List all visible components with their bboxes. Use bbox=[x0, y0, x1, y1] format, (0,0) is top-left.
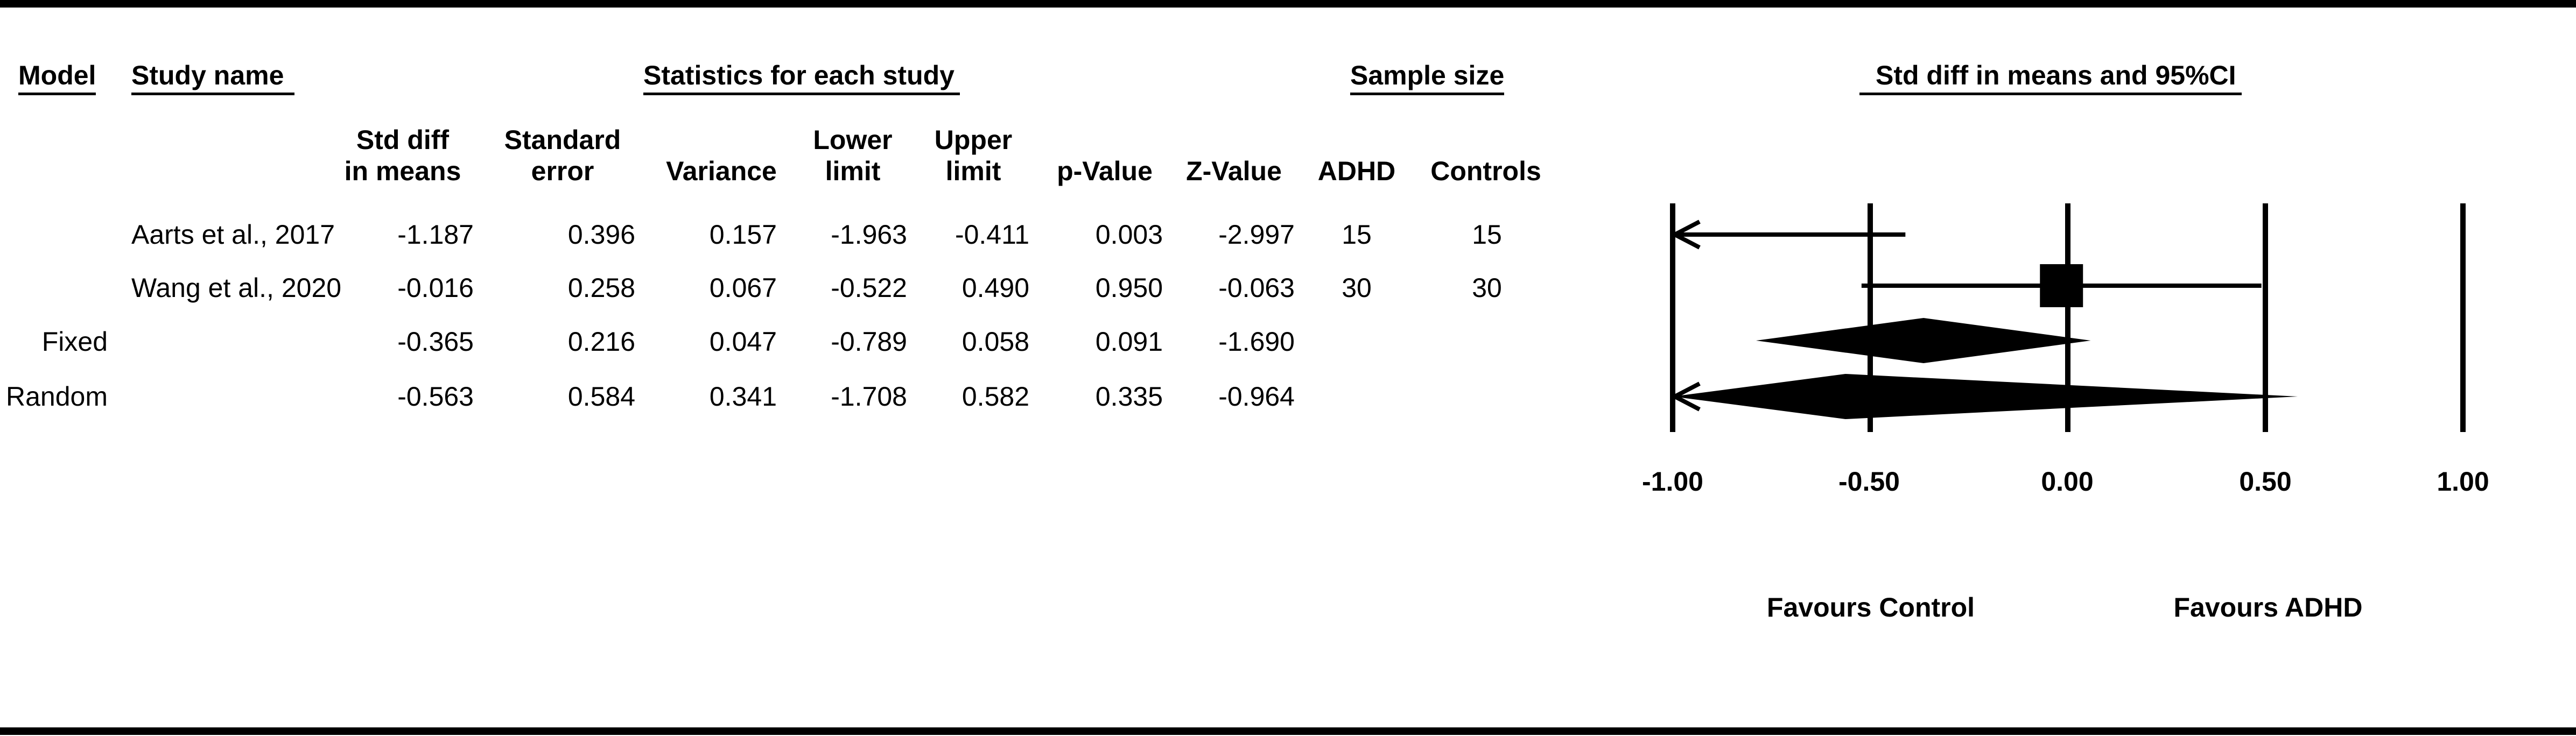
col-p-value: p-Value bbox=[1057, 156, 1153, 186]
cell-adhd: 30 bbox=[1342, 273, 1372, 303]
study-square-marker bbox=[2040, 264, 2083, 307]
cell-upper: 0.490 bbox=[961, 273, 1029, 303]
cell-lower: -1.708 bbox=[831, 381, 907, 412]
cell-variance: 0.047 bbox=[709, 327, 777, 357]
header-study-name: Study name bbox=[131, 59, 295, 95]
col-upper-line1: Upper bbox=[934, 125, 1013, 155]
summary-diamond bbox=[1673, 374, 2298, 419]
col-lower-line2: limit bbox=[825, 156, 881, 186]
axis-tick-label: 1.00 bbox=[2437, 466, 2489, 497]
cell-p: 0.091 bbox=[1095, 327, 1163, 357]
cell-p: 0.335 bbox=[1095, 381, 1163, 412]
col-std-diff-line2: in means bbox=[344, 156, 461, 186]
study-name: Aarts et al., 2017 bbox=[131, 220, 335, 250]
col-std-diff-line1: Std diff bbox=[356, 125, 450, 155]
header-sample-size-group: Sample size bbox=[1350, 59, 1505, 95]
cell-std-diff: -0.365 bbox=[397, 327, 474, 357]
favours-control-label: Favours Control bbox=[1766, 592, 1975, 622]
cell-std-err: 0.216 bbox=[567, 327, 635, 357]
cell-upper: -0.411 bbox=[954, 220, 1029, 250]
col-z-value: Z-Value bbox=[1186, 156, 1282, 186]
axis-tick-label: -0.50 bbox=[1838, 466, 1900, 497]
cell-z: -0.964 bbox=[1218, 381, 1295, 412]
col-upper-line2: limit bbox=[945, 156, 1001, 186]
cell-z: -1.690 bbox=[1218, 327, 1295, 357]
col-variance: Variance bbox=[666, 156, 777, 186]
model-label: Fixed bbox=[41, 327, 108, 357]
cell-z: -2.997 bbox=[1218, 220, 1295, 250]
col-adhd: ADHD bbox=[1317, 156, 1396, 186]
cell-adhd: 15 bbox=[1342, 220, 1372, 250]
cell-std-diff: -0.016 bbox=[397, 273, 474, 303]
col-std-err-line1: Standard bbox=[504, 125, 621, 155]
col-lower-line1: Lower bbox=[813, 125, 893, 155]
axis-tick-label: -1.00 bbox=[1642, 466, 1703, 497]
axis-tick-label: 0.00 bbox=[2041, 466, 2094, 497]
cell-upper: 0.058 bbox=[961, 327, 1029, 357]
cell-upper: 0.582 bbox=[961, 381, 1029, 412]
cell-controls: 30 bbox=[1472, 273, 1502, 303]
cell-lower: -0.789 bbox=[831, 327, 907, 357]
col-std-err-line2: error bbox=[531, 156, 594, 186]
cell-std-err: 0.396 bbox=[567, 220, 635, 250]
cell-lower: -1.963 bbox=[831, 220, 907, 250]
ci-arrow-left bbox=[1670, 220, 1701, 250]
header-statistics-group: Statistics for each study bbox=[643, 59, 960, 95]
header-plot-title: Std diff in means and 95%CI bbox=[1859, 59, 2242, 95]
header-model: Model bbox=[18, 59, 96, 95]
cell-variance: 0.067 bbox=[709, 273, 777, 303]
cell-controls: 15 bbox=[1472, 220, 1502, 250]
model-label: Random bbox=[6, 381, 108, 412]
summary-diamond bbox=[1756, 318, 2091, 363]
cell-p: 0.003 bbox=[1095, 220, 1163, 250]
cell-p: 0.950 bbox=[1095, 273, 1163, 303]
cell-std-diff: -1.187 bbox=[397, 220, 474, 250]
cell-std-err: 0.584 bbox=[567, 381, 635, 412]
cell-std-diff: -0.563 bbox=[397, 381, 474, 412]
top-rule bbox=[0, 0, 2576, 8]
cell-std-err: 0.258 bbox=[567, 273, 635, 303]
cell-z: -0.063 bbox=[1218, 273, 1295, 303]
study-name: Wang et al., 2020 bbox=[131, 273, 342, 303]
bottom-rule bbox=[0, 727, 2576, 735]
axis-tick-label: 0.50 bbox=[2239, 466, 2292, 497]
cell-variance: 0.341 bbox=[709, 381, 777, 412]
favours-adhd-label: Favours ADHD bbox=[2173, 592, 2363, 622]
cell-lower: -0.522 bbox=[831, 273, 907, 303]
col-controls: Controls bbox=[1430, 156, 1541, 186]
cell-variance: 0.157 bbox=[709, 220, 777, 250]
ci-arrow-left bbox=[1670, 381, 1701, 412]
